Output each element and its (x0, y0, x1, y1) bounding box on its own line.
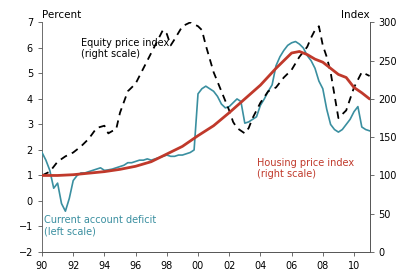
Text: Current account deficit
(left scale): Current account deficit (left scale) (44, 215, 156, 237)
Text: Equity price index
(right scale): Equity price index (right scale) (81, 38, 169, 59)
Text: Index: Index (341, 10, 370, 20)
Text: Percent: Percent (42, 10, 81, 20)
Text: Housing price index
(right scale): Housing price index (right scale) (257, 158, 354, 179)
